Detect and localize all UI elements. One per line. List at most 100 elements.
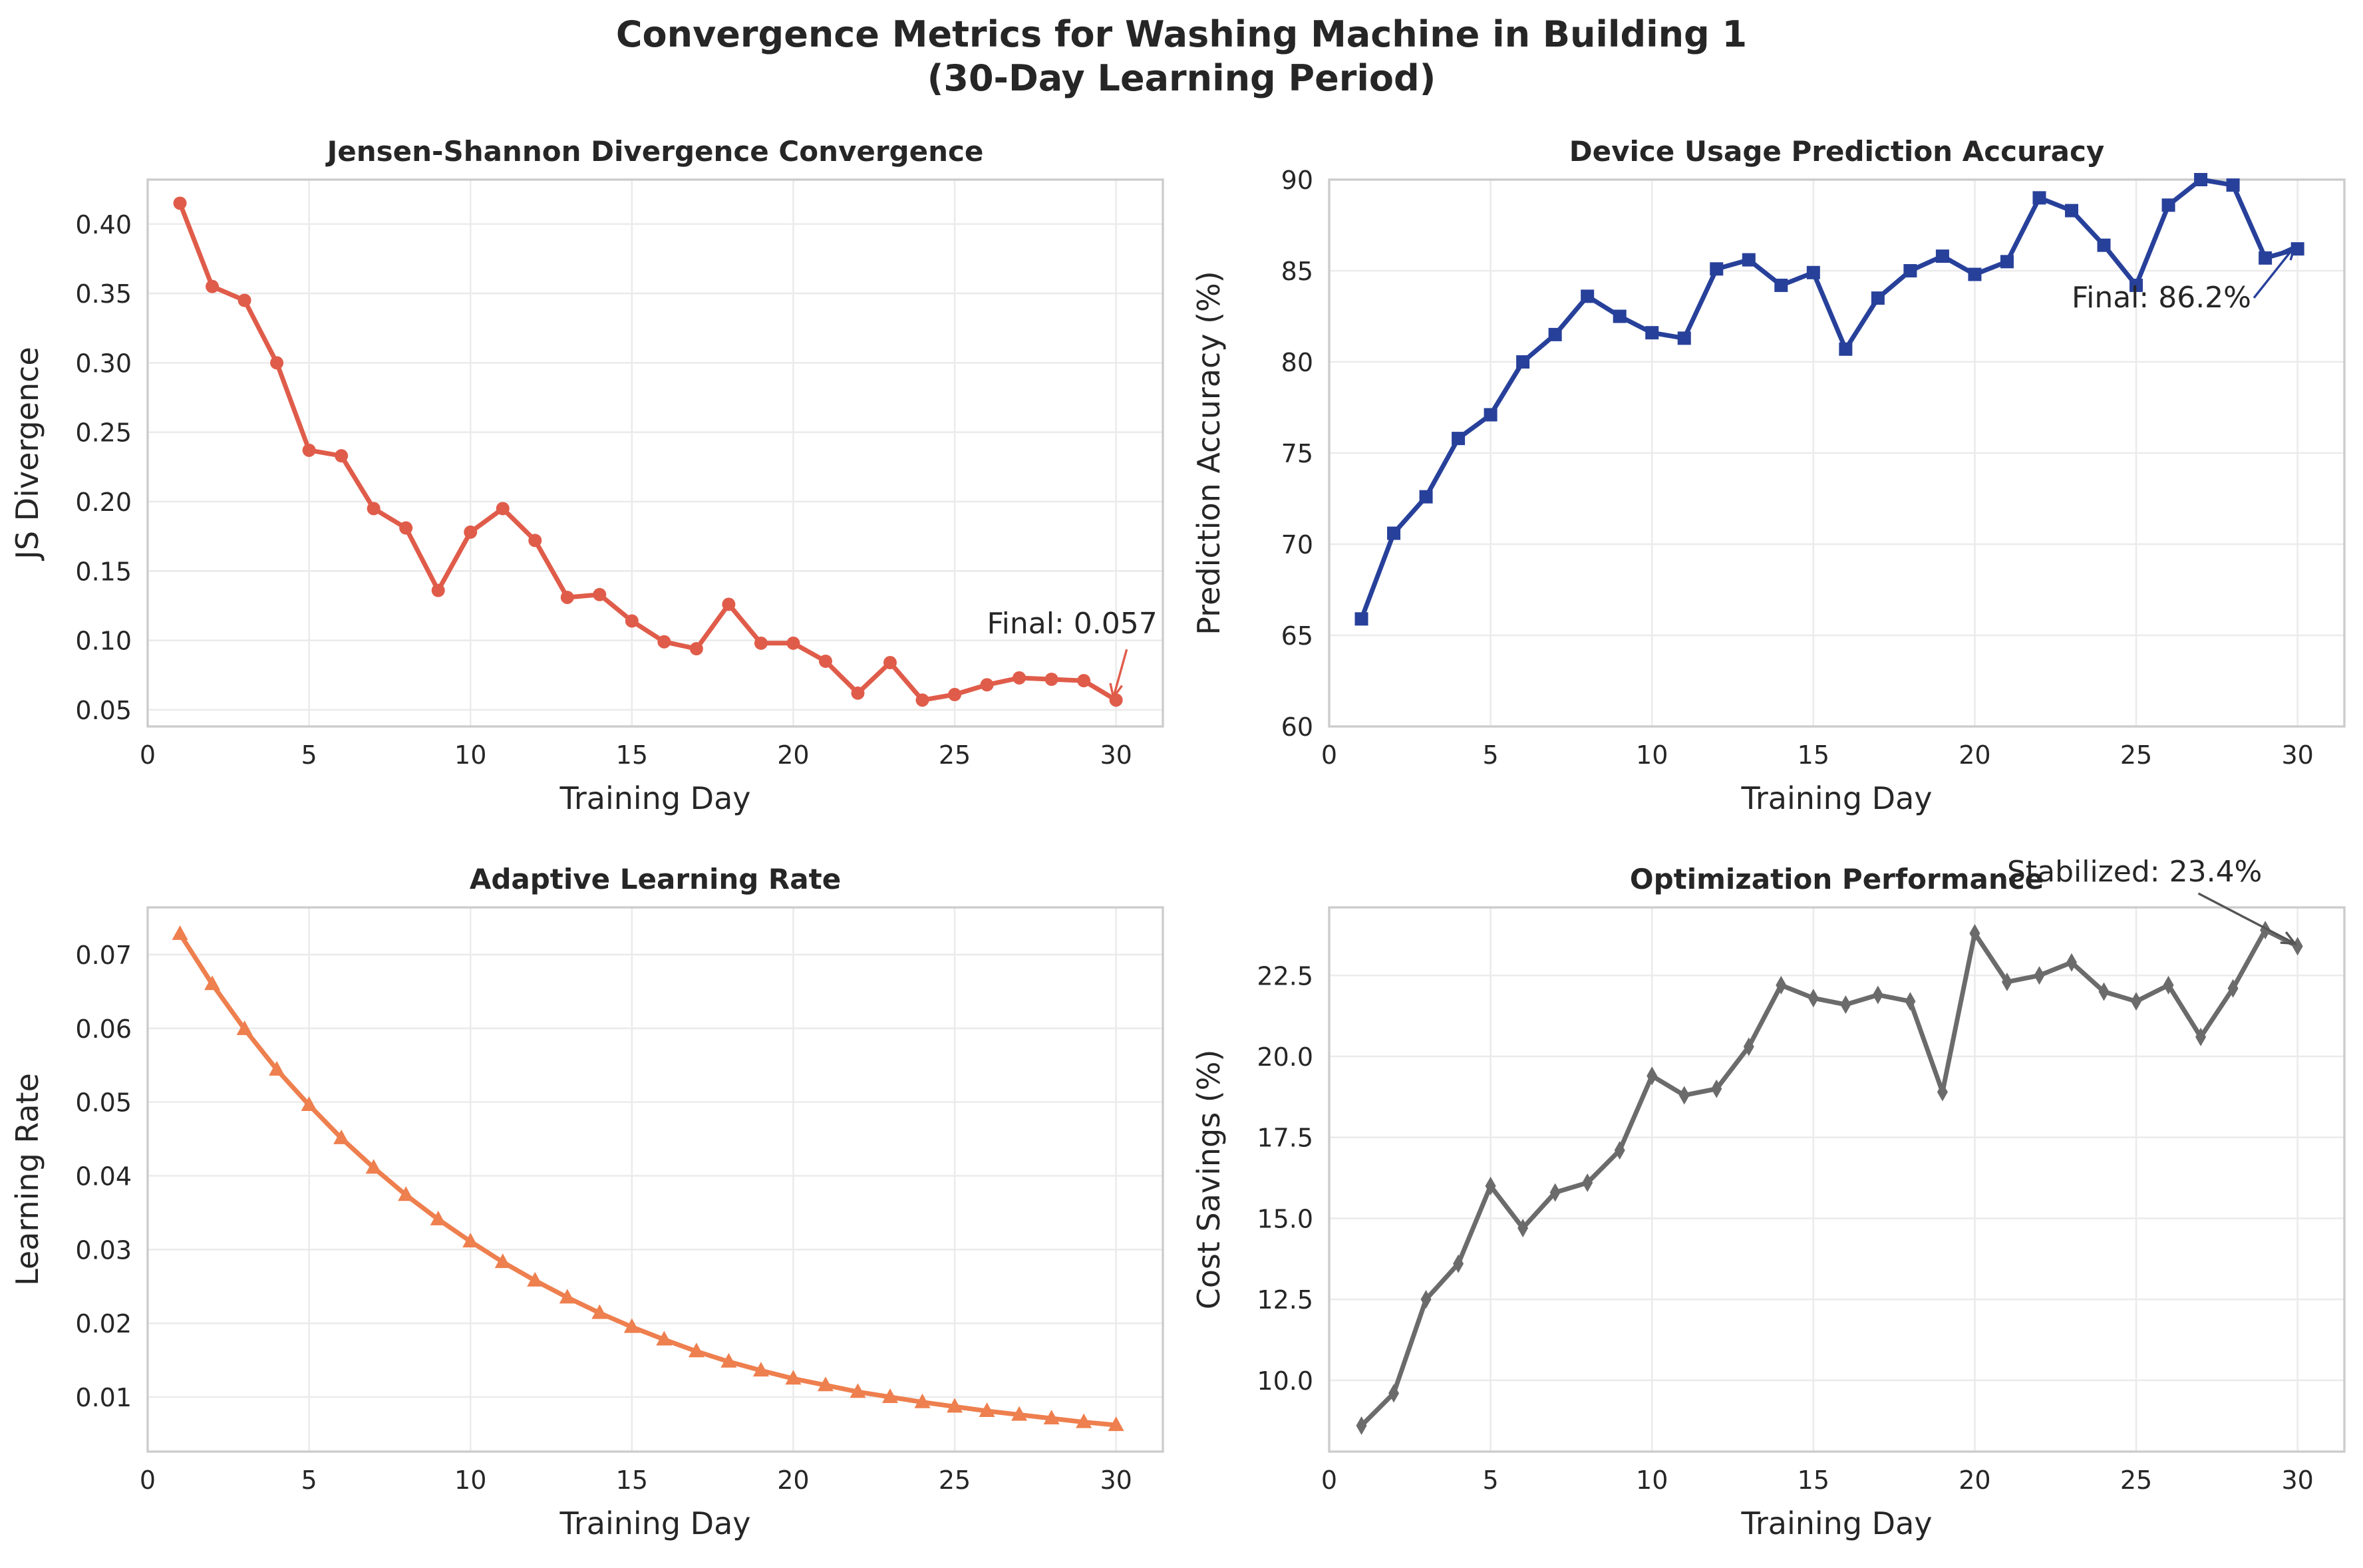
series-line	[178, 931, 1119, 1428]
data-point	[496, 502, 510, 516]
data-point	[237, 293, 251, 307]
data-point	[1776, 975, 1787, 995]
panel-js-divergence: 0 5 10 15 20 25 30 0.05 0.10 0.15 0.20 0.25 0.30 0.35…	[9, 135, 1164, 816]
data-point	[1013, 671, 1026, 685]
y-tick-label: 20.0	[1257, 1042, 1313, 1072]
data-point	[173, 196, 187, 210]
annotation-arrow	[2197, 892, 2296, 945]
data-point	[720, 1352, 737, 1368]
data-point	[367, 502, 381, 516]
y-axis-label-js-divergence: JS Divergence	[9, 347, 45, 561]
y-tick-label: 75	[1281, 439, 1313, 468]
data-point	[1548, 327, 1562, 341]
x-tick-label: 0	[1321, 1466, 1337, 1495]
data-point	[850, 1383, 866, 1398]
data-point	[2097, 238, 2111, 252]
y-tick-label: 0.06	[75, 1015, 132, 1044]
annotation-text: Final: 86.2%	[2072, 281, 2251, 315]
panel-title: Optimization Performance	[1630, 863, 2044, 895]
y-tick-label: 0.02	[75, 1309, 132, 1338]
data-point	[1969, 923, 1980, 943]
data-point	[269, 1060, 285, 1076]
x-axis-label: Training Day	[559, 780, 751, 816]
data-point	[1419, 490, 1433, 504]
panel-prediction-accuracy: 0 5 10 15 20 25 30 60 65 70 75 80 85 90 Device Usage P…	[1191, 135, 2346, 816]
x-tick-label: 0	[1321, 740, 1337, 770]
panel-title: Device Usage Prediction Accuracy	[1569, 135, 2104, 168]
y-tick-label: 90	[1281, 166, 1313, 195]
data-point	[1968, 267, 1982, 281]
data-point	[1710, 262, 1724, 276]
x-axis-label: Training Day	[1741, 780, 1933, 816]
y-tick-label: 12.5	[1257, 1285, 1313, 1315]
x-tick-label: 30	[2281, 1466, 2313, 1495]
data-point	[2195, 1027, 2207, 1046]
data-point	[851, 686, 865, 700]
data-point	[817, 1376, 834, 1392]
data-point	[527, 1271, 544, 1287]
axes-frame	[146, 906, 1164, 1453]
data-point	[2194, 173, 2208, 186]
data-point	[494, 1253, 511, 1269]
data-point	[1839, 342, 1853, 356]
data-point	[2001, 972, 2012, 991]
data-point	[1678, 1086, 1690, 1105]
data-point	[365, 1159, 382, 1174]
data-point	[1905, 992, 1916, 1011]
data-point	[528, 534, 542, 548]
suptitle-line-1: Convergence Metrics for Washing Machine …	[616, 13, 1747, 55]
data-point	[2064, 204, 2078, 218]
y-tick-label: 0.10	[75, 627, 132, 656]
data-point	[979, 1402, 995, 1418]
y-tick-label: 0.01	[75, 1383, 132, 1412]
data-point	[2259, 251, 2273, 265]
data-point	[1077, 674, 1091, 688]
panel-learning-rate: 0 5 10 15 20 25 30 0.01 0.02 0.03 0.04 0.05 0.06 0.07…	[9, 863, 1164, 1541]
data-point	[462, 1233, 479, 1248]
data-point	[1645, 326, 1659, 340]
y-tick-label: 85	[1281, 257, 1313, 286]
suptitle-line-2: (30-Day Learning Period)	[927, 57, 1436, 99]
y-tick-label: 22.5	[1257, 961, 1313, 991]
data-point	[2098, 982, 2110, 1001]
data-point	[1452, 432, 1466, 446]
data-point	[915, 693, 929, 707]
data-point	[1354, 612, 1368, 626]
data-point	[2292, 937, 2303, 956]
data-point	[1774, 278, 1788, 292]
data-point	[881, 1388, 898, 1403]
data-point	[754, 636, 768, 650]
data-point	[1743, 1037, 1754, 1056]
y-tick-label: 0.05	[75, 1088, 132, 1118]
data-point	[1388, 1384, 1400, 1403]
data-point	[623, 1318, 640, 1333]
x-tick-label: 25	[2120, 740, 2152, 770]
x-tick-label: 10	[1636, 1466, 1668, 1495]
y-tick-label: 60	[1281, 712, 1313, 742]
data-point	[2260, 921, 2271, 940]
annotation-text: Final: 0.057	[987, 607, 1158, 641]
x-tick-label: 10	[1636, 740, 1668, 770]
data-point	[335, 449, 349, 463]
data-point	[657, 635, 671, 649]
x-tick-label: 20	[1959, 740, 1990, 770]
y-tick-label: 0.03	[75, 1235, 132, 1265]
panel-title: Jensen-Shannon Divergence Convergence	[325, 135, 984, 168]
data-point	[883, 656, 897, 670]
data-point	[431, 583, 445, 597]
data-point	[204, 975, 221, 991]
y-tick-label: 80	[1281, 348, 1313, 377]
x-tick-label: 5	[301, 740, 317, 770]
data-point	[2032, 191, 2046, 205]
x-tick-label: 25	[939, 1466, 971, 1495]
x-tick-label: 30	[2281, 740, 2313, 770]
series-line	[1359, 927, 2300, 1428]
data-point	[559, 1289, 575, 1304]
axes-frame	[146, 178, 1164, 728]
data-point	[172, 925, 188, 940]
annotation-arrow	[1112, 649, 1128, 698]
x-tick-label: 30	[1100, 1466, 1132, 1495]
data-point	[301, 1096, 317, 1112]
data-point	[591, 1304, 608, 1319]
